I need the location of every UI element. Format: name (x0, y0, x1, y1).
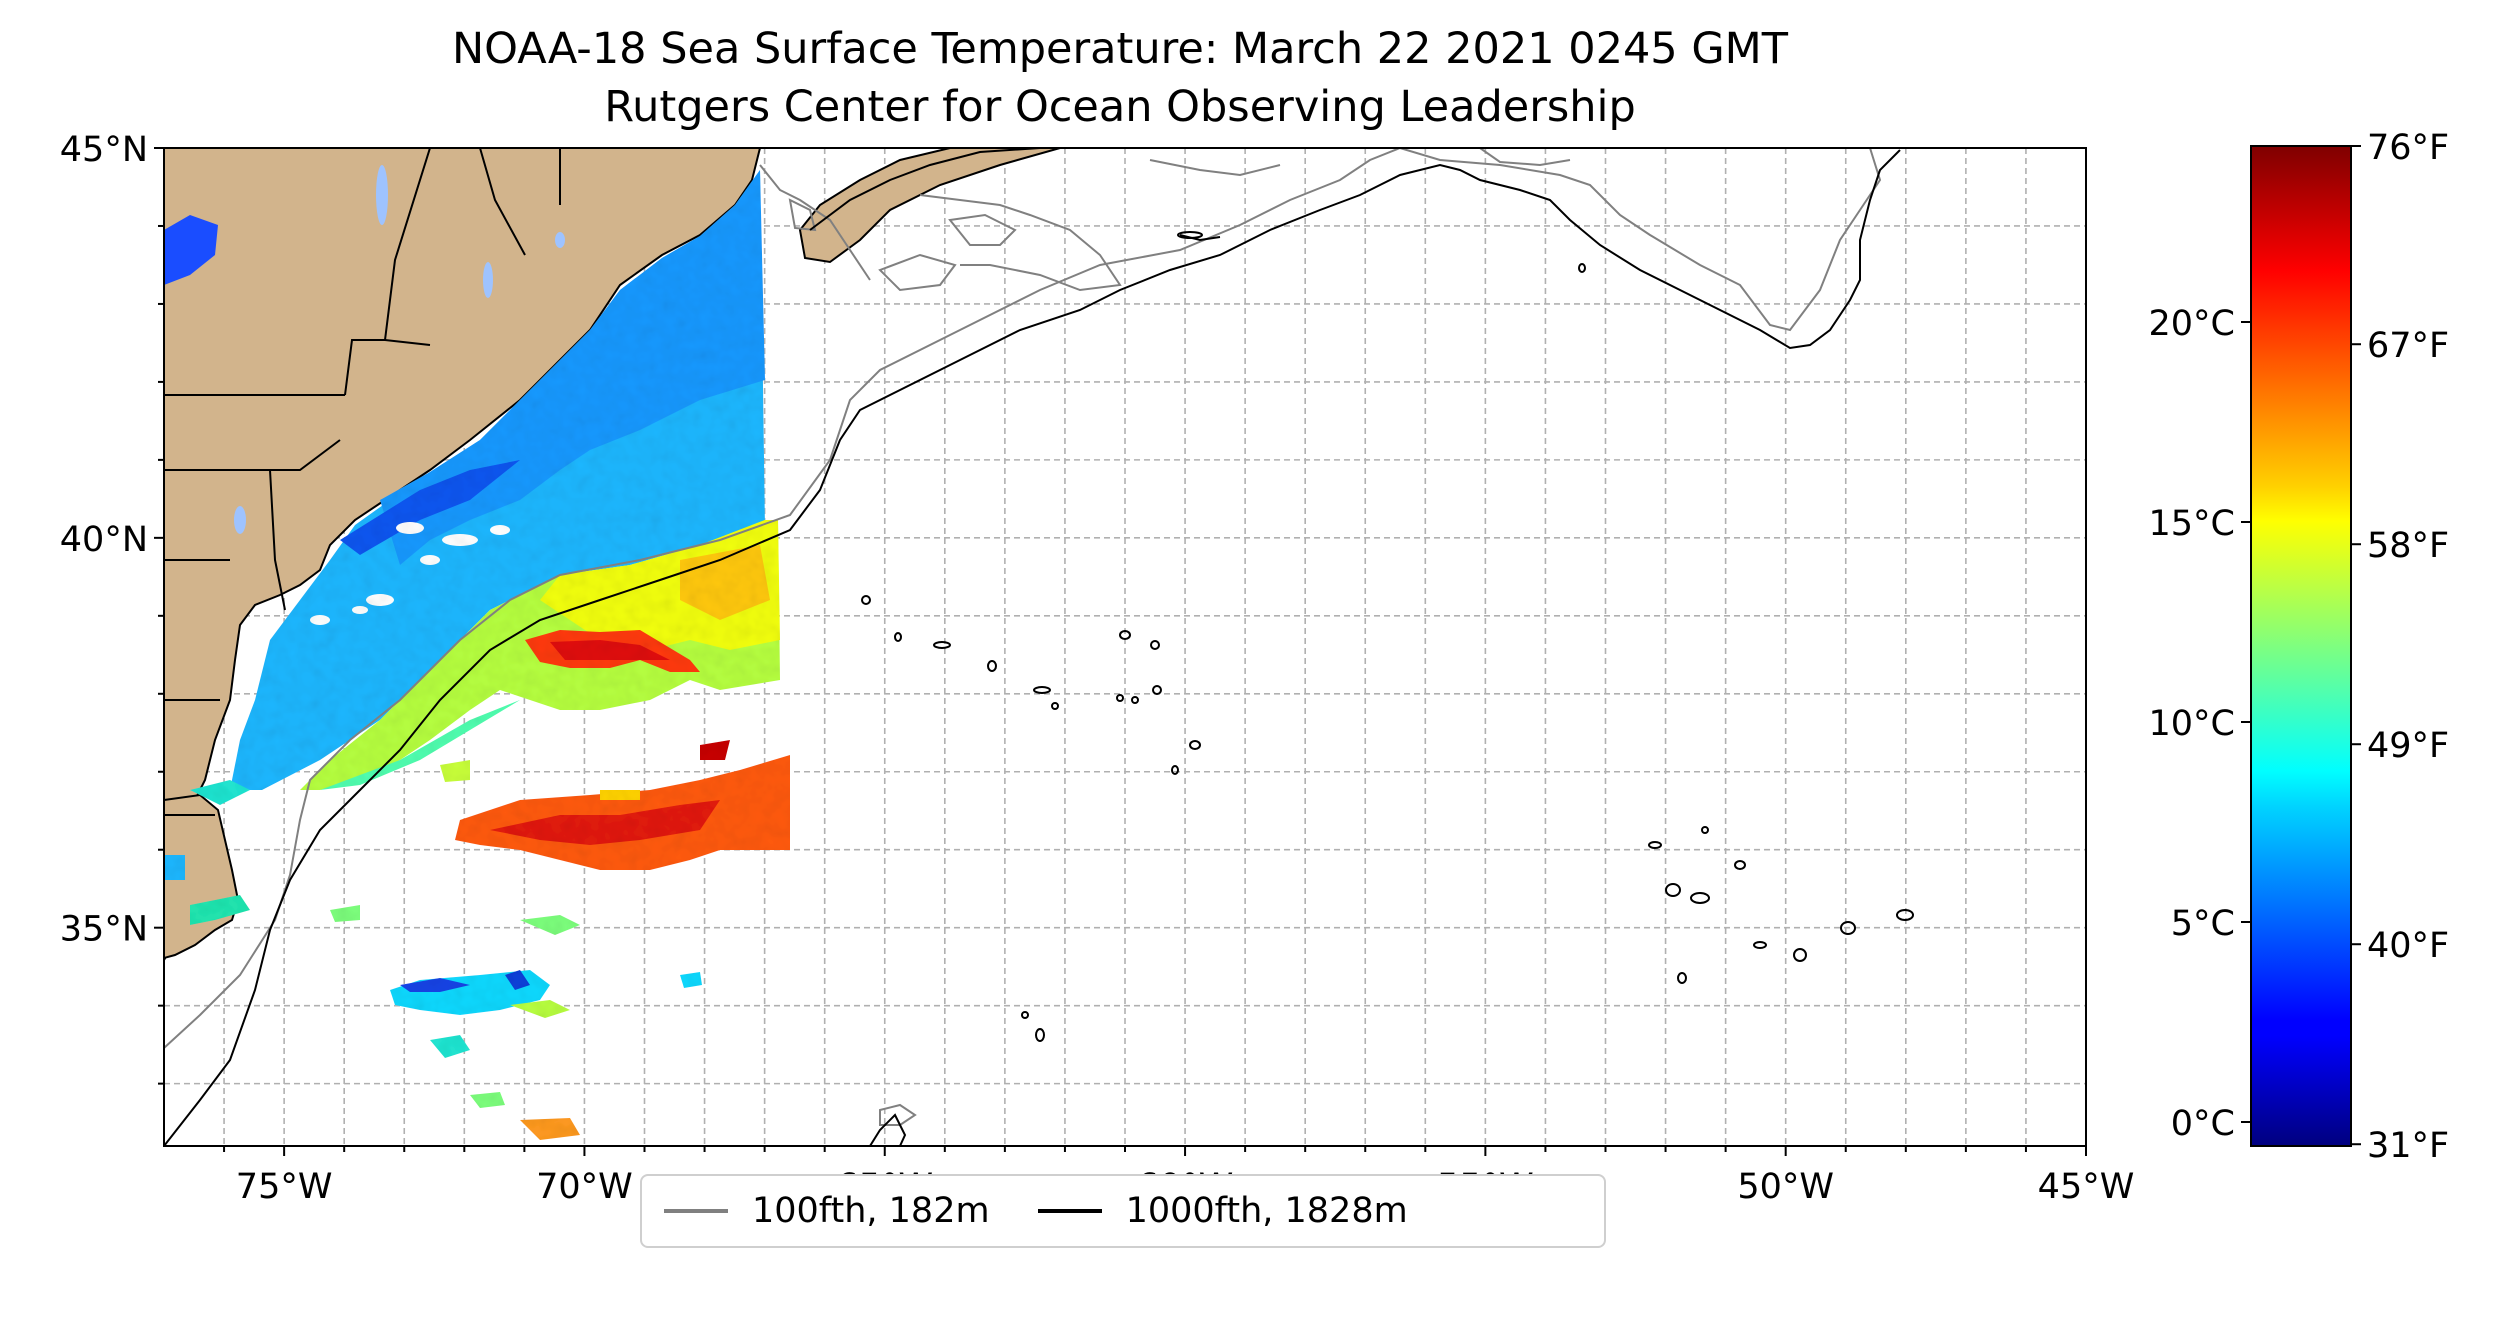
lon-tick-label: 75°W (236, 1167, 333, 1207)
lon-tick-label: 70°W (536, 1167, 633, 1207)
map-legend: 100fth, 182m 1000fth, 1828m (640, 1174, 1606, 1248)
lat-tick-label: 45°N (60, 130, 148, 170)
latitude-axis: 45°N 40°N 35°N (60, 130, 164, 1085)
legend-item-1000fth: 1000fth, 1828m (1037, 1191, 1408, 1231)
map-subtitle: Rutgers Center for Ocean Observing Leade… (604, 82, 1636, 132)
fahrenheit-tick-label: 49°F (2367, 726, 2449, 766)
celsius-tick-label: 10°C (2149, 704, 2235, 744)
map-title: NOAA-18 Sea Surface Temperature: March 2… (451, 24, 1789, 74)
celsius-tick-label: 20°C (2149, 304, 2235, 344)
fahrenheit-tick-label: 31°F (2367, 1126, 2449, 1166)
gray-line-swatch (664, 1209, 728, 1213)
fahrenheit-tick-label: 40°F (2367, 926, 2449, 966)
celsius-tick-label: 15°C (2149, 504, 2235, 544)
colorbar-fahrenheit-axis: 76°F 67°F 58°F 49°F 40°F 31°F (2351, 128, 2449, 1166)
black-line-swatch (1037, 1209, 1102, 1213)
contour-100fth (164, 148, 1882, 1126)
celsius-tick-label: 0°C (2171, 1104, 2235, 1144)
lake-ontario (164, 215, 218, 285)
sst-swath (165, 170, 790, 1140)
state-borders (164, 148, 561, 816)
fahrenheit-tick-label: 76°F (2367, 128, 2449, 168)
celsius-tick-label: 5°C (2171, 904, 2235, 944)
legend-item-100fth: 100fth, 182m (664, 1191, 990, 1231)
colorbar (2250, 145, 2352, 1147)
lon-tick-label: 50°W (1737, 1167, 1834, 1207)
contour-1000fth (164, 148, 1914, 1146)
lat-tick-label: 35°N (60, 910, 148, 950)
lat-tick-label: 40°N (60, 520, 148, 560)
inland-water (234, 165, 565, 534)
fahrenheit-tick-label: 58°F (2367, 526, 2449, 566)
legend-label: 100fth, 182m (752, 1191, 990, 1231)
lon-tick-label: 45°W (2038, 1167, 2135, 1207)
legend-label: 1000fth, 1828m (1125, 1191, 1408, 1231)
colorbar-celsius-axis: 20°C 15°C 10°C 5°C 0°C (2149, 304, 2251, 1144)
fahrenheit-tick-label: 67°F (2367, 326, 2449, 366)
